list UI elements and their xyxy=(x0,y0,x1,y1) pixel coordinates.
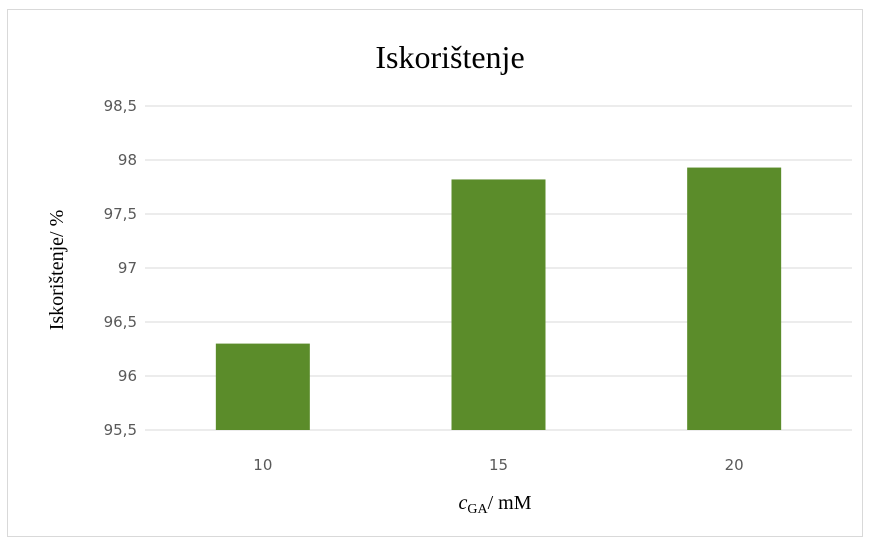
y-tick-label: 97,5 xyxy=(104,205,137,223)
x-tick-labels: 10 15 20 xyxy=(253,456,743,474)
x-axis-label-subscript: GA xyxy=(467,502,488,517)
chart-title: Iskorištenje xyxy=(375,39,524,75)
bar-15 xyxy=(451,179,546,430)
y-axis-label: Iskorištenje/ % xyxy=(46,210,68,331)
y-tick-label: 97 xyxy=(118,259,137,277)
x-axis-label-main: c xyxy=(458,492,467,514)
y-tick-labels: 95,5 96 96,5 97 97,5 98 98,5 xyxy=(104,97,137,439)
y-tick-label: 98,5 xyxy=(104,97,137,115)
x-tick-label: 10 xyxy=(253,456,272,474)
x-axis-label: cGA/ mM xyxy=(458,492,531,517)
bar-10 xyxy=(215,343,310,430)
x-tick-label: 20 xyxy=(725,456,744,474)
bar-20 xyxy=(687,167,782,430)
y-tick-label: 96 xyxy=(118,367,137,385)
y-tick-label: 95,5 xyxy=(104,421,137,439)
x-tick-label: 15 xyxy=(489,456,508,474)
bars xyxy=(215,167,782,430)
x-axis-label-suffix: / mM xyxy=(488,492,532,514)
y-tick-label: 98 xyxy=(118,151,137,169)
y-tick-label: 96,5 xyxy=(104,313,137,331)
